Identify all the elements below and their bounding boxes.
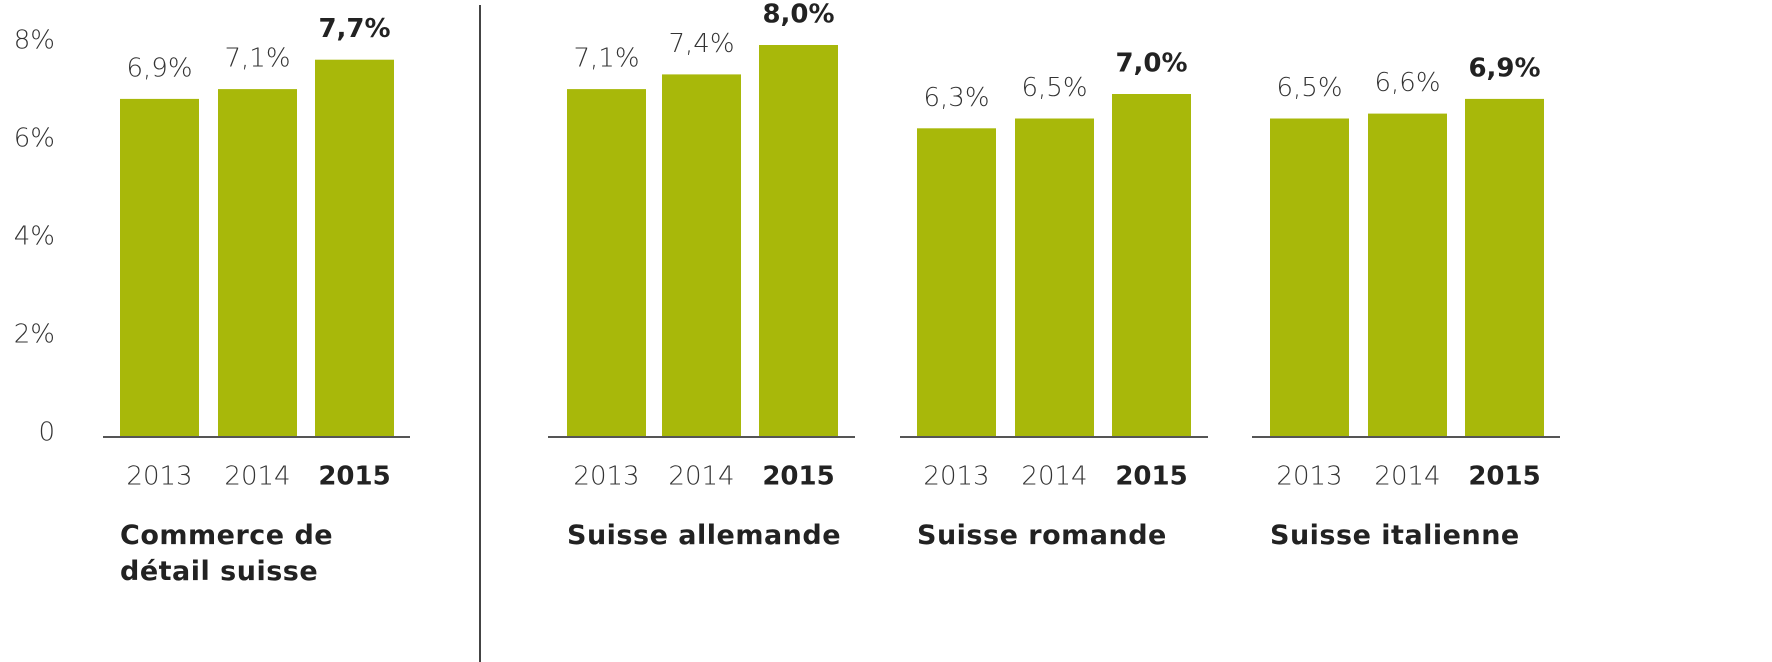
x-tick-label: 2015 (1115, 462, 1187, 492)
y-tick-label: 6% (14, 124, 55, 154)
bar (120, 98, 199, 438)
x-tick-label: 2014 (668, 462, 734, 492)
value-label: 7,1% (224, 44, 290, 74)
panel-title-box: Suisse allemande (567, 520, 842, 551)
bar (1270, 118, 1349, 437)
bar (917, 128, 996, 438)
value-label: 6,9% (1468, 53, 1540, 83)
bar (1465, 98, 1544, 438)
y-tick-label: 8% (14, 26, 55, 56)
panel-title-box: Suisse italienne (1270, 520, 1520, 551)
x-tick-label: 2013 (1276, 462, 1342, 492)
bar (1015, 118, 1094, 437)
x-tick-label: 2014 (1021, 462, 1087, 492)
y-tick-label: 4% (14, 222, 55, 252)
panel-title: Suisse allemande (567, 520, 842, 551)
value-label: 7,7% (318, 14, 390, 44)
value-label: 6,3% (923, 83, 989, 113)
value-label: 6,5% (1021, 73, 1087, 103)
bar (1112, 94, 1191, 437)
panel-title: Suisse italienne (1270, 520, 1520, 551)
y-tick-label: 0 (38, 418, 55, 448)
value-label: 7,4% (668, 29, 734, 59)
panel-title: Commerce de détail suisse (120, 520, 334, 587)
bar (567, 89, 646, 437)
x-tick-label: 2015 (1468, 462, 1540, 492)
value-label: 6,9% (126, 53, 192, 83)
x-tick-label: 2014 (224, 462, 290, 492)
x-tick-label: 2015 (762, 462, 834, 492)
x-tick-label: 2013 (923, 462, 989, 492)
value-label: 7,0% (1115, 49, 1187, 79)
x-tick-label: 2015 (318, 462, 390, 492)
y-tick-label: 2% (14, 320, 55, 350)
value-label: 7,1% (573, 44, 639, 74)
value-label: 8,0% (762, 0, 834, 30)
bar (218, 89, 297, 437)
bar (1368, 113, 1447, 437)
panel-title-box: Suisse romande (917, 520, 1167, 551)
bar (662, 74, 741, 438)
x-tick-label: 2014 (1374, 462, 1440, 492)
panel-title: Suisse romande (917, 520, 1167, 551)
x-tick-label: 2013 (126, 462, 192, 492)
value-label: 6,5% (1276, 73, 1342, 103)
bar (759, 45, 838, 437)
panel-title-box: Commerce de détail suisse (120, 520, 334, 587)
bar (315, 59, 394, 437)
x-tick-label: 2013 (573, 462, 639, 492)
value-label: 6,6% (1374, 68, 1440, 98)
